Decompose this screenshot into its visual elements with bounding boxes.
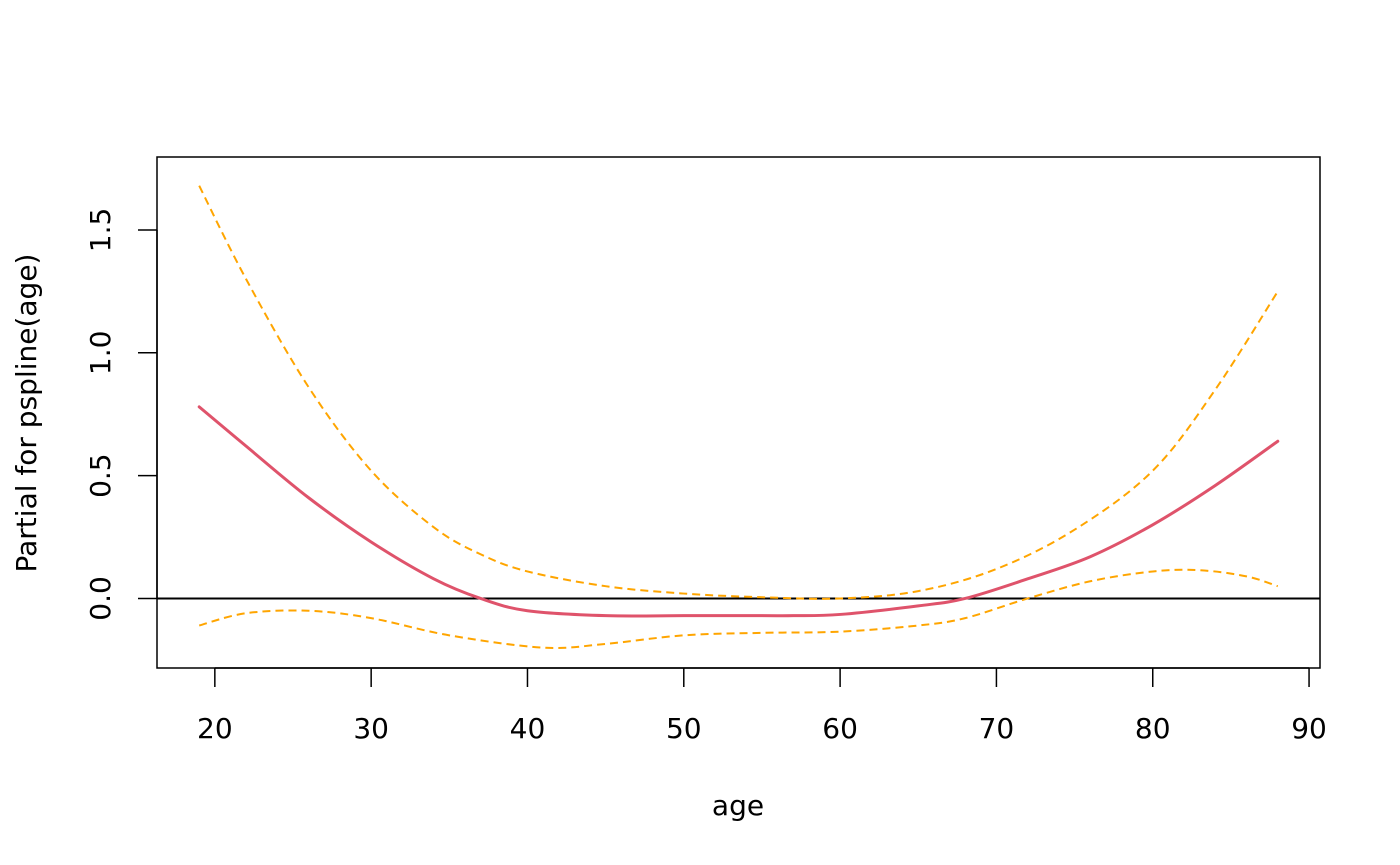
x-axis: 20 30 40 50 60 70 80 90 — [197, 667, 1327, 745]
x-axis-title: age — [712, 789, 764, 822]
x-tick-label: 20 — [197, 712, 233, 745]
fitted-spline-line — [197, 405, 1280, 618]
lower-confidence-line — [198, 568, 1279, 649]
y-tick-label: 1.0 — [84, 331, 117, 376]
x-tick-label: 60 — [822, 712, 858, 745]
y-axis-title: Partial for pspline(age) — [10, 254, 43, 573]
series-group — [197, 185, 1280, 649]
plot-frame — [156, 156, 1321, 669]
y-tick-label: 0.5 — [84, 453, 117, 498]
y-tick-label: 0.0 — [84, 576, 117, 621]
y-tick-label: 1.5 — [84, 208, 117, 253]
x-tick-label: 40 — [510, 712, 546, 745]
y-axis: 0.0 0.5 1.0 1.5 — [84, 208, 158, 621]
x-tick-label: 80 — [1135, 712, 1171, 745]
upper-confidence-line — [198, 185, 1279, 600]
x-tick-label: 50 — [666, 712, 702, 745]
x-tick-label: 90 — [1291, 712, 1327, 745]
x-tick-label: 70 — [979, 712, 1015, 745]
x-tick-label: 30 — [353, 712, 389, 745]
